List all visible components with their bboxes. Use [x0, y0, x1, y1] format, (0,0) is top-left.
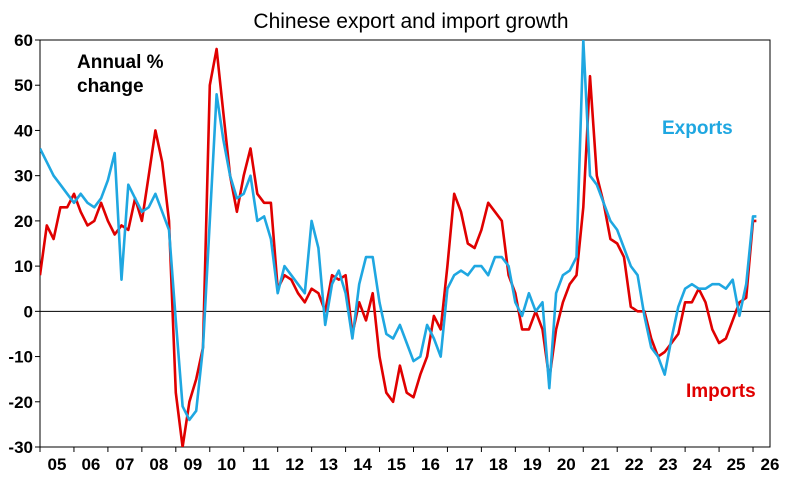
series-line-imports — [40, 47, 757, 447]
series-group — [40, 40, 757, 447]
x-tick-label: 18 — [489, 455, 508, 474]
x-tick-label: 23 — [659, 455, 678, 474]
x-tick-label: 14 — [353, 455, 372, 474]
x-tick-label: 05 — [48, 455, 67, 474]
y-tick-label: 0 — [24, 302, 33, 321]
x-tick-label: 15 — [387, 455, 406, 474]
x-tick-label: 26 — [761, 455, 780, 474]
x-tick-label: 20 — [557, 455, 576, 474]
y-tick-label: -20 — [8, 393, 33, 412]
annotation-line-1: Annual % — [77, 52, 164, 73]
y-tick-label: 10 — [14, 257, 33, 276]
y-tick-label: -30 — [8, 438, 33, 457]
x-tick-label: 21 — [591, 455, 610, 474]
y-axis: 60 50 40 30 20 10 0 -10 -20 -30 — [8, 31, 40, 457]
imports-label: Imports — [686, 381, 756, 402]
x-tick-label: 13 — [319, 455, 338, 474]
x-tick-label: 10 — [217, 455, 236, 474]
x-tick-label: 07 — [115, 455, 134, 474]
x-tick-label: 19 — [523, 455, 542, 474]
x-tick-label: 16 — [421, 455, 440, 474]
x-tick-label: 06 — [81, 455, 100, 474]
x-tick-label: 22 — [625, 455, 644, 474]
x-tick-label: 11 — [252, 455, 270, 474]
x-axis: 05 06 07 08 09 10 11 12 13 14 15 16 17 18 19 20 21 22 23 24… — [39, 447, 780, 474]
x-tick-label: 09 — [183, 455, 202, 474]
chart-title: Chinese export and import growth — [253, 10, 568, 33]
y-tick-label: 30 — [14, 167, 33, 186]
x-tick-label: 24 — [693, 455, 712, 474]
x-tick-label: 08 — [149, 455, 168, 474]
x-tick-label: 17 — [455, 455, 474, 474]
y-tick-label: 40 — [14, 121, 33, 140]
exports-label: Exports — [662, 118, 733, 139]
plot-area: 60 50 40 30 20 10 0 -10 -20 -30 05 06 07 08 09 10 11 12 1… — [8, 31, 779, 474]
annotation-line-2: change — [77, 76, 144, 97]
x-tick-label: 12 — [285, 455, 304, 474]
series-line-exports — [40, 40, 757, 422]
y-tick-label: 60 — [14, 31, 33, 50]
y-tick-label: 20 — [14, 212, 33, 231]
x-tick-label: 25 — [727, 455, 746, 474]
y-tick-label: -10 — [8, 348, 33, 367]
plot-frame — [39, 39, 771, 448]
y-tick-label: 50 — [14, 76, 33, 95]
